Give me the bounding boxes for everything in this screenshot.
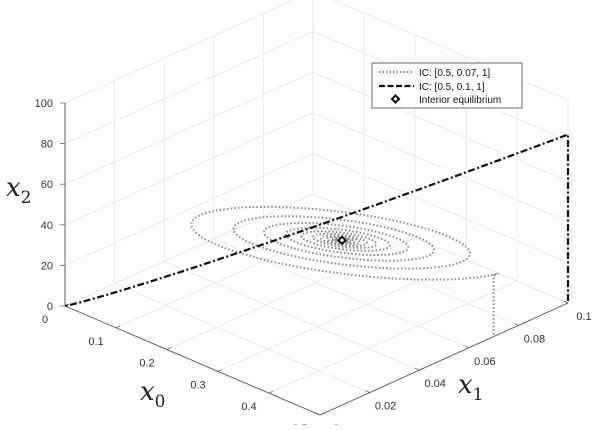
grid-line (312, 112, 569, 223)
grid-line (64, 71, 314, 185)
x0-tick (268, 390, 274, 394)
grid-line (164, 260, 420, 371)
x1-tick-label: 0.06 (474, 356, 495, 368)
x1-tick (415, 367, 420, 371)
x0-tick (319, 412, 325, 416)
x1-tick-label: 0.02 (375, 401, 396, 413)
series-dashdot-trajectory (64, 132, 570, 308)
x0-axis-label: x0 (140, 377, 166, 412)
x0-tick (166, 347, 172, 350)
x1-tick (514, 323, 519, 326)
x2-tick-label: 80 (41, 139, 53, 151)
x0-tick-label: 0.4 (241, 401, 256, 413)
x0-tick-label: 0 (42, 314, 48, 326)
x1-tick (315, 412, 321, 416)
grid (64, 0, 569, 416)
grid-line (166, 237, 416, 350)
x2-tick-label: 100 (35, 98, 53, 110)
grid-line (268, 280, 518, 394)
x1-tick-label: 0.1 (576, 311, 591, 323)
grid-line (64, 112, 314, 226)
x1-axis-line (319, 302, 569, 416)
x0-tick-label: 0.3 (190, 379, 205, 391)
curves (64, 132, 570, 335)
legend-label: IC: [0.5, 0.07, 1] (419, 68, 490, 79)
grid-line (114, 283, 370, 393)
legend-label: IC: [0.5, 0.1, 1] (419, 82, 485, 93)
grid-line (115, 215, 365, 329)
grid-line (64, 153, 314, 266)
grid-line (312, 71, 569, 182)
grid-line (263, 216, 519, 326)
x0-tick-label: 0.1 (88, 336, 103, 348)
x1-tick (365, 390, 370, 393)
grid-line (312, 153, 569, 263)
x1-axis-label: x1 (458, 370, 484, 405)
grid-line (64, 0, 294, 104)
x1-tick-label: 0.08 (524, 333, 545, 345)
legend-marker-diamond (390, 94, 401, 104)
grid-line (213, 238, 469, 349)
x2-tick-label: 0 (47, 301, 53, 313)
x1-tick (464, 345, 469, 349)
x2-tick-label: 60 (41, 179, 53, 191)
x2-tick-label: 20 (41, 260, 53, 272)
legend-label: Interior equilibrium (419, 95, 501, 106)
x0-tick (115, 325, 121, 329)
x2-axis-label: x2 (6, 173, 32, 208)
x1-tick-label: 0.04 (424, 378, 445, 390)
equilibrium-marker (337, 235, 347, 246)
grid-line (64, 193, 314, 307)
legend: IC: [0.5, 0.07, 1] IC: [0.5, 0.1, 1] Int… (371, 62, 523, 109)
x2-tick-label: 40 (41, 220, 53, 232)
x0-tick (217, 369, 223, 372)
grid-line (333, 0, 569, 101)
grid-line (217, 259, 467, 372)
x1-tick (563, 300, 569, 304)
series-dotted-trajectory (190, 205, 500, 335)
x0-axis-line (64, 305, 321, 416)
grid-line (64, 31, 314, 144)
x0-tick-label: 0.2 (139, 358, 154, 370)
grid-line (312, 193, 569, 304)
